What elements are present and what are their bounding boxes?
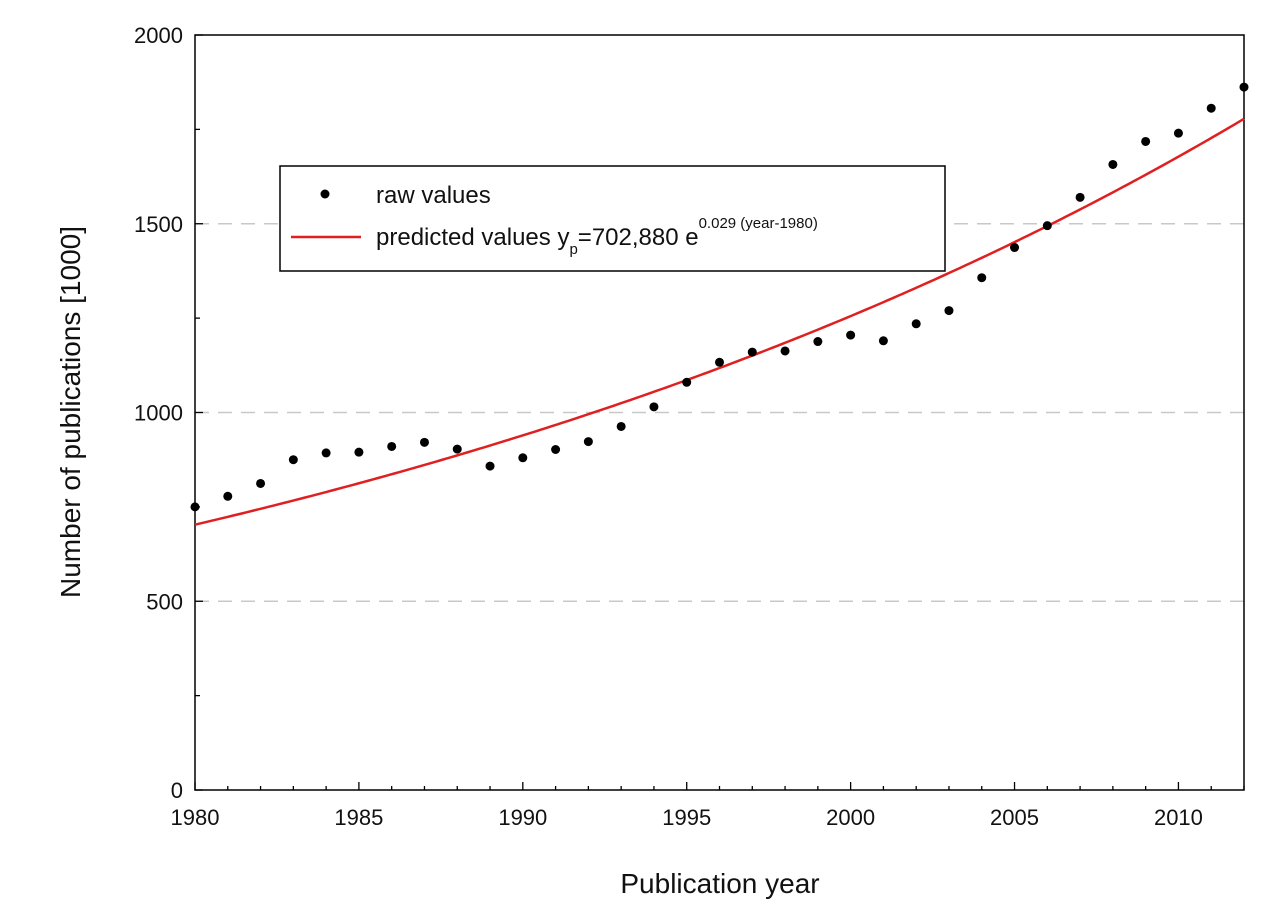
raw-value-point-2002 — [911, 319, 921, 329]
y-tick-label-2000: 2000 — [134, 23, 183, 48]
legend-label-predicted-values: predicted values yp=702,880 e0.029 (year… — [376, 215, 818, 258]
raw-value-point-2010 — [1173, 128, 1183, 138]
x-tick-label-1990: 1990 — [498, 805, 547, 830]
raw-value-point-2012 — [1239, 82, 1249, 92]
raw-value-point-1991 — [551, 444, 561, 454]
raw-value-point-2003 — [944, 306, 954, 316]
axis-ticks — [194, 34, 1245, 791]
legend-marker-raw-values — [320, 189, 330, 199]
x-tick-label-2010: 2010 — [1154, 805, 1203, 830]
raw-value-point-1994 — [649, 402, 659, 412]
raw-values-points — [190, 82, 1249, 512]
raw-value-point-1985 — [354, 447, 364, 457]
raw-value-point-1981 — [223, 491, 233, 501]
legend-label-subscript: p — [569, 241, 577, 258]
raw-value-point-1987 — [419, 437, 429, 447]
raw-value-point-2007 — [1075, 192, 1085, 202]
y-tick-label-500: 500 — [146, 589, 183, 614]
raw-value-point-2008 — [1108, 159, 1118, 169]
legend-box — [279, 165, 946, 272]
predicted-values-curve — [194, 117, 1245, 526]
legend: raw values predicted values yp=702,880 e… — [279, 165, 946, 272]
raw-value-point-1992 — [583, 437, 593, 447]
raw-value-point-2005 — [1010, 243, 1020, 253]
raw-value-point-1984 — [321, 448, 331, 458]
legend-label-base: predicted values y — [376, 224, 569, 251]
raw-value-point-2011 — [1206, 103, 1216, 113]
raw-value-point-1990 — [518, 453, 528, 463]
plot-frame — [194, 34, 1245, 791]
raw-value-point-2009 — [1141, 136, 1151, 146]
raw-value-point-1986 — [387, 441, 397, 451]
x-tick-label-1980: 1980 — [171, 805, 220, 830]
legend-label-exponent: 0.029 (year-1980) — [699, 215, 818, 232]
raw-value-point-1993 — [616, 421, 626, 431]
grid-lines — [195, 223, 1244, 602]
raw-value-point-1999 — [813, 337, 823, 347]
raw-value-point-2001 — [878, 336, 888, 346]
raw-value-point-1997 — [747, 347, 757, 357]
x-tick-label-2000: 2000 — [826, 805, 875, 830]
raw-value-point-1983 — [288, 455, 298, 465]
raw-value-point-1988 — [452, 444, 462, 454]
y-tick-label-1500: 1500 — [134, 212, 183, 237]
x-tick-label-2005: 2005 — [990, 805, 1039, 830]
axis-tick-labels: 0 500 1000 1500 2000 1980 1985 1990 1995 2000 2005… — [134, 23, 1203, 830]
y-tick-label-0: 0 — [171, 778, 183, 803]
raw-value-point-1980 — [190, 502, 200, 512]
raw-value-point-2004 — [977, 273, 987, 283]
raw-value-point-1996 — [715, 357, 724, 367]
x-tick-label-1985: 1985 — [334, 805, 383, 830]
x-axis-title: Publication year — [620, 868, 819, 899]
legend-label-equation: =702,880 e — [578, 224, 699, 251]
raw-value-point-1998 — [780, 346, 790, 356]
legend-label-raw-values: raw values — [376, 182, 491, 209]
y-tick-label-1000: 1000 — [134, 401, 183, 426]
y-axis-title: Number of publications [1000] — [55, 226, 86, 598]
raw-value-point-2000 — [846, 330, 856, 340]
raw-value-point-1982 — [256, 478, 266, 488]
raw-value-point-1995 — [682, 377, 692, 387]
x-tick-label-1995: 1995 — [662, 805, 711, 830]
raw-value-point-1989 — [485, 461, 495, 471]
raw-value-point-2006 — [1042, 221, 1052, 231]
